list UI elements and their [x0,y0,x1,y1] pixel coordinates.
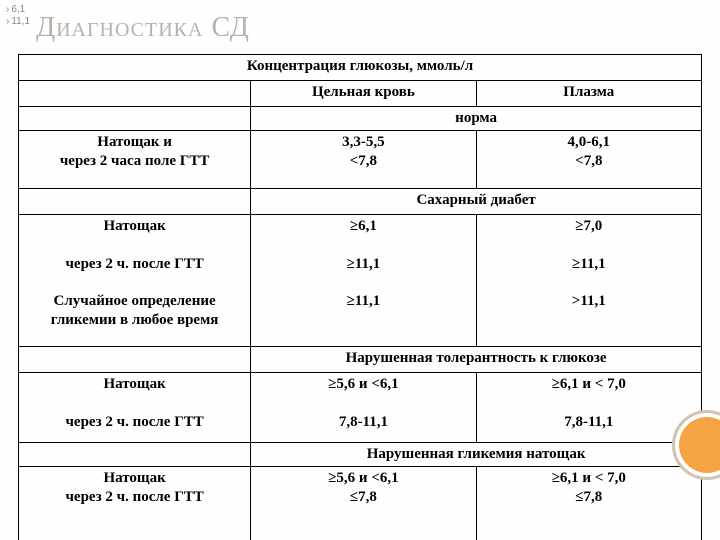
row-ifg-label: Натощакчерез 2 ч. после ГТТ [19,466,251,540]
header-main: Концентрация глюкозы, ммоль/л [19,55,702,81]
row-igt-blood: ≥5,6 и <6,1 7,8-11,1 [251,373,476,443]
section-norm-empty [19,107,251,131]
row-ifg-plasma: ≥6,1 и < 7,0≤7,8 [476,466,701,540]
row-norm-label: Натощак ичерез 2 часа поле ГТТ [19,131,251,189]
corner-line1: 6,1 [11,4,25,15]
corner-line2: 11,1 [11,16,30,27]
row-dm-plasma: ≥7,0 ≥11,1 >11,1 [476,215,701,347]
row-ifg-blood: ≥5,6 и <6,1≤7,8 [251,466,476,540]
section-ifg: Нарушенная гликемия натощак [251,443,702,467]
slide-title: Диагностика СД [36,12,250,44]
row-norm-blood: 3,3-5,5<7,8 [251,131,476,189]
section-dm: Сахарный диабет [251,189,702,215]
header-empty [19,81,251,107]
row-igt-plasma: ≥6,1 и < 7,0 7,8-11,1 [476,373,701,443]
section-igt: Нарушенная толерантность к глюкозе [251,347,702,373]
header-blood: Цельная кровь [251,81,476,107]
header-plasma: Плазма [476,81,701,107]
diagnostic-table-container: Концентрация глюкозы, ммоль/л Цельная кр… [18,54,702,526]
row-dm-label: Натощак через 2 ч. после ГТТ Случайное о… [19,215,251,347]
section-ifg-empty [19,443,251,467]
row-norm-plasma: 4,0-6,1<7,8 [476,131,701,189]
section-igt-empty [19,347,251,373]
section-norm: норма [251,107,702,131]
section-dm-empty [19,189,251,215]
row-dm-blood: ≥6,1 ≥11,1 ≥11,1 [251,215,476,347]
diagnostic-table: Концентрация глюкозы, ммоль/л Цельная кр… [18,54,702,540]
row-igt-label: Натощак через 2 ч. после ГТТ [19,373,251,443]
corner-annotation: ›6,1 ›11,1 [6,4,30,28]
